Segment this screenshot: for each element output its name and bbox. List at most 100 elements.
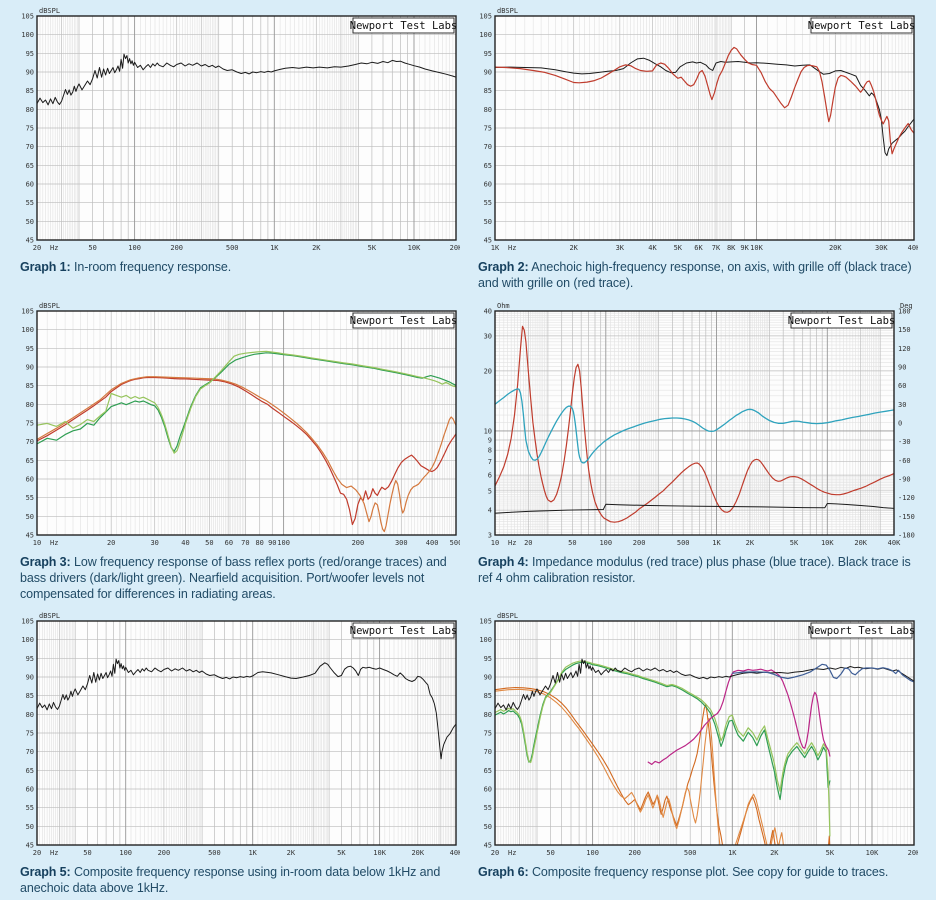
svg-text:Hz: Hz — [508, 244, 516, 252]
traces — [37, 658, 456, 760]
svg-text:70: 70 — [484, 143, 492, 151]
svg-text:10: 10 — [484, 427, 492, 435]
graph-3-panel: 45 50 55 60 65 70 75 80 85 90 95 100 105 10 Hz 20 30 40 50… — [20, 300, 466, 602]
svg-text:10K: 10K — [750, 244, 763, 252]
chart-svg: 3 4 5 6 7 8 9 10 20 30 40 -180 -150 -120 -90 -60 -30 0 30 6… — [484, 302, 915, 547]
axis-labels: 45 50 55 60 65 70 75 80 85 90 95 100 105 20 Hz 50 100 200… — [21, 612, 463, 857]
svg-text:90: 90 — [484, 674, 492, 682]
svg-text:105: 105 — [479, 13, 492, 21]
svg-text:Hz: Hz — [508, 849, 516, 857]
svg-text:80: 80 — [484, 711, 492, 719]
svg-text:100: 100 — [479, 636, 492, 644]
svg-text:90: 90 — [484, 69, 492, 77]
newport-test-labs-watermark: Newport Test Labs — [350, 17, 457, 34]
svg-text:30: 30 — [898, 401, 906, 409]
svg-text:50: 50 — [26, 218, 34, 226]
svg-text:500: 500 — [208, 849, 221, 857]
svg-text:45: 45 — [26, 532, 34, 540]
plot-border — [36, 310, 457, 536]
svg-text:80: 80 — [255, 539, 263, 547]
svg-text:90: 90 — [26, 69, 34, 77]
grid-major — [125, 621, 381, 845]
svg-text:45: 45 — [484, 842, 492, 850]
trace-port-dark-orange- — [495, 686, 831, 845]
svg-text:10: 10 — [33, 539, 41, 547]
svg-text:200: 200 — [352, 539, 365, 547]
svg-text:180: 180 — [898, 308, 911, 316]
svg-text:Ohm: Ohm — [497, 302, 510, 310]
svg-text:40: 40 — [484, 308, 492, 316]
svg-text:50: 50 — [88, 244, 96, 252]
svg-text:80: 80 — [484, 106, 492, 114]
svg-text:85: 85 — [26, 692, 34, 700]
svg-text:100: 100 — [277, 539, 290, 547]
svg-text:-180: -180 — [898, 532, 915, 540]
trace-in-room-response-black- — [37, 53, 456, 106]
svg-text:500: 500 — [226, 244, 239, 252]
svg-text:45: 45 — [26, 237, 34, 245]
grid-major — [495, 311, 894, 535]
svg-text:20: 20 — [524, 539, 532, 547]
svg-text:90: 90 — [898, 364, 906, 372]
svg-text:75: 75 — [484, 730, 492, 738]
svg-text:75: 75 — [26, 730, 34, 738]
svg-text:55: 55 — [484, 199, 492, 207]
svg-text:50: 50 — [26, 823, 34, 831]
graph-3-caption: Graph 3: Low frequency response of bass … — [20, 554, 464, 602]
svg-text:7: 7 — [488, 458, 492, 466]
svg-text:55: 55 — [26, 199, 34, 207]
svg-text:100: 100 — [479, 31, 492, 39]
svg-text:Hz: Hz — [50, 539, 58, 547]
chart-svg: 45 50 55 60 65 70 75 80 85 90 95 100 105 20 Hz 50 100 200… — [21, 612, 463, 857]
graph-3-chart: 45 50 55 60 65 70 75 80 85 90 95 100 105 10 Hz 20 30 40 50… — [20, 300, 462, 552]
svg-text:5K: 5K — [790, 539, 799, 547]
svg-text:50: 50 — [83, 849, 91, 857]
trace-bass-driver-dark-green- — [495, 661, 831, 801]
traces — [37, 53, 456, 106]
svg-text:70: 70 — [26, 143, 34, 151]
svg-text:50: 50 — [546, 849, 554, 857]
svg-text:20: 20 — [491, 849, 499, 857]
svg-text:300: 300 — [395, 539, 408, 547]
grid-minor — [495, 621, 914, 845]
graph-1-caption: Graph 1: In-room frequency response. — [20, 259, 464, 275]
caption-prefix: Graph 1: — [20, 260, 71, 274]
svg-text:100: 100 — [119, 849, 132, 857]
svg-text:4: 4 — [488, 507, 492, 515]
caption-prefix: Graph 4: — [478, 555, 529, 569]
caption-text: Impedance modulus (red trace) plus phase… — [478, 555, 911, 585]
svg-text:80: 80 — [26, 711, 34, 719]
svg-text:2K: 2K — [746, 539, 755, 547]
graph-5-panel: 45 50 55 60 65 70 75 80 85 90 95 100 105 20 Hz 50 100 200… — [20, 610, 466, 896]
svg-text:400: 400 — [426, 539, 439, 547]
svg-text:-30: -30 — [898, 438, 911, 446]
svg-text:Deg: Deg — [900, 302, 913, 310]
svg-text:dBSPL: dBSPL — [497, 612, 518, 620]
graph-2-chart: 45 50 55 60 65 70 75 80 85 90 95 100 105 1K Hz 2K 3K 4K 5K… — [478, 5, 921, 257]
svg-text:2K: 2K — [770, 849, 779, 857]
svg-text:90: 90 — [26, 364, 34, 372]
svg-text:75: 75 — [484, 125, 492, 133]
trace-port-light-orange- — [495, 688, 784, 845]
svg-text:30K: 30K — [875, 244, 888, 252]
svg-text:1K: 1K — [728, 849, 737, 857]
svg-text:5K: 5K — [368, 244, 377, 252]
graph-2-caption: Graph 2: Anechoic high-frequency respons… — [478, 259, 922, 291]
caption-text: Composite frequency response plot. See c… — [531, 865, 889, 879]
axis-labels: 45 50 55 60 65 70 75 80 85 90 95 100 105 20 Hz 50 100 200… — [21, 7, 463, 252]
svg-text:105: 105 — [21, 618, 34, 626]
svg-text:10K: 10K — [408, 244, 421, 252]
svg-text:60: 60 — [26, 786, 34, 794]
svg-text:105: 105 — [21, 13, 34, 21]
svg-text:Newport Test Labs: Newport Test Labs — [808, 20, 915, 32]
svg-text:65: 65 — [26, 457, 34, 465]
graph-6-panel: 45 50 55 60 65 70 75 80 85 90 95 100 105 20 Hz 50 100 200… — [478, 610, 924, 880]
traces — [495, 658, 914, 845]
svg-text:8: 8 — [488, 447, 492, 455]
caption-text: Anechoic high-frequency response, on axi… — [478, 260, 912, 290]
trace-bass-driver-light-green- — [495, 660, 831, 837]
svg-text:3: 3 — [488, 532, 492, 540]
svg-text:9: 9 — [488, 437, 492, 445]
svg-text:10K: 10K — [866, 849, 879, 857]
svg-text:65: 65 — [26, 162, 34, 170]
